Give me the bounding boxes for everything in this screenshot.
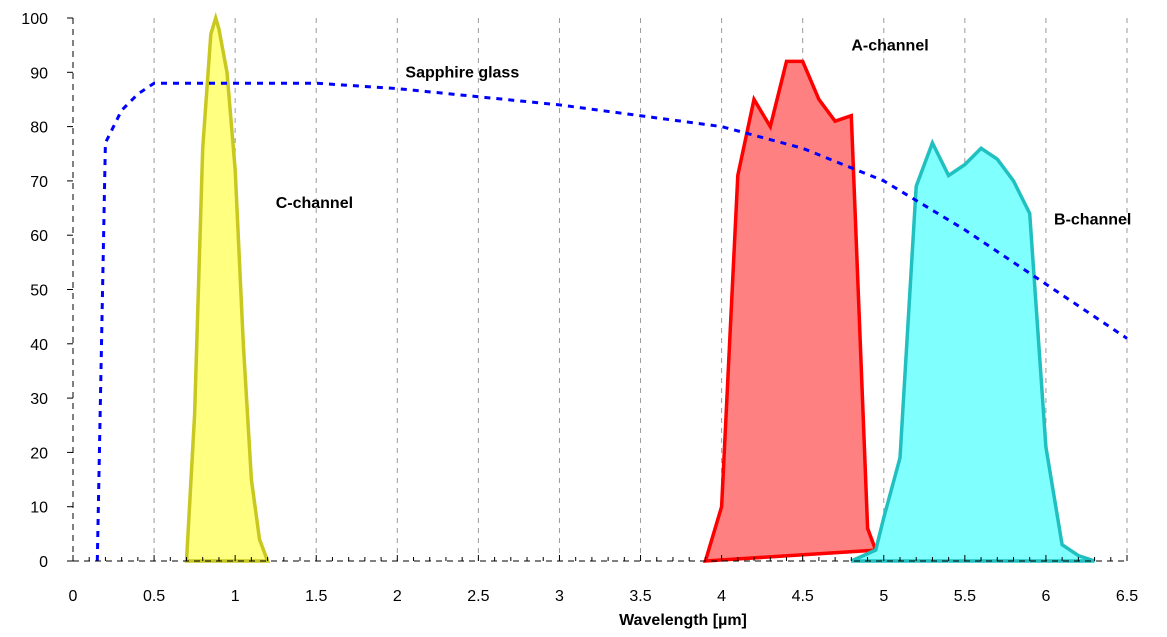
grid-layer (153, 18, 1128, 561)
x-tick-label: 1 (231, 588, 240, 605)
y-tick-label: 20 (30, 445, 48, 462)
y-tick-label: 60 (30, 228, 48, 245)
x-tick-label: 6 (1041, 588, 1050, 605)
y-tick-label: 40 (30, 337, 48, 354)
y-tick-label: 80 (30, 120, 48, 137)
x-tick-label: 5.5 (954, 588, 976, 605)
x-tick-label: 2.5 (467, 588, 489, 605)
series-area (703, 59, 879, 563)
axes-layer (67, 17, 1128, 562)
y-tick-label: 0 (39, 554, 48, 571)
x-tick-label: 4.5 (792, 588, 814, 605)
x-tick-label: 2 (393, 588, 402, 605)
series-line (95, 81, 1128, 562)
x-tick-label: 6.5 (1116, 588, 1138, 605)
labels-layer: 0 10 20 30 40 50 60 70 80 90 100 0 0.5 1 1.5 2 2.5 3 3.5 4 4… (21, 11, 1138, 605)
y-tick-label: 90 (30, 65, 48, 82)
x-tick-label: 4 (717, 588, 726, 605)
x-tick-label: 3.5 (629, 588, 651, 605)
series-label: Sapphire glass (405, 65, 519, 82)
y-tick-label: 50 (30, 283, 48, 300)
x-tick-label: 3 (555, 588, 564, 605)
series-area (850, 138, 1096, 563)
x-axis-title: Wavelength [µm] (619, 612, 747, 629)
x-tick-label: 0 (69, 588, 78, 605)
series-label: A-channel (851, 38, 928, 55)
series-area (184, 11, 271, 563)
y-tick-label: 100 (21, 11, 48, 28)
x-tick-label: 1.5 (305, 588, 327, 605)
series-label: B-channel (1054, 211, 1131, 228)
y-tick-label: 10 (30, 500, 48, 517)
y-tick-label: 70 (30, 174, 48, 191)
series-layer (95, 11, 1128, 563)
series-label: C-channel (276, 195, 353, 212)
x-tick-label: 5 (879, 588, 888, 605)
x-tick-label: 0.5 (143, 588, 165, 605)
y-tick-label: 30 (30, 391, 48, 408)
